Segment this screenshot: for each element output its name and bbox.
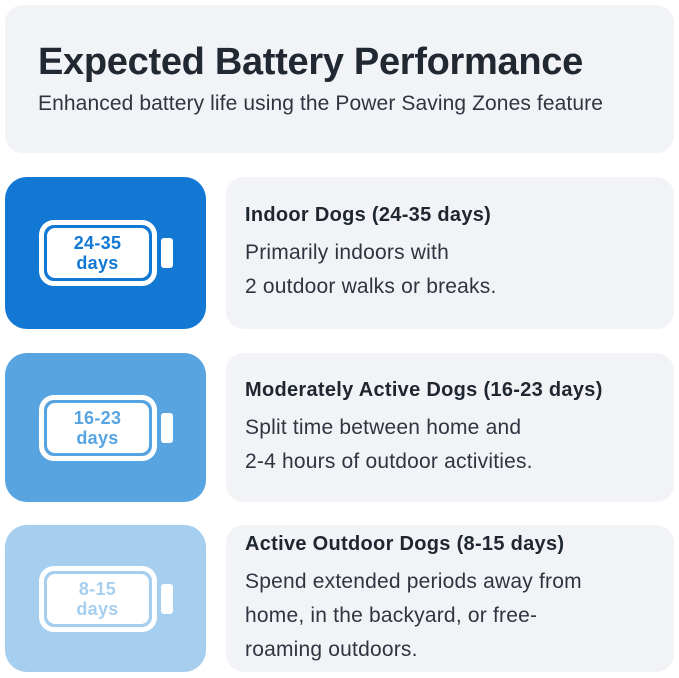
tier-row-active-outdoor: 8-15 days Active Outdoor Dogs (8-15 days… (5, 525, 674, 672)
battery-days-range: 24-35 (73, 233, 122, 253)
page-title: Expected Battery Performance (38, 40, 583, 83)
battery-days-unit: days (76, 253, 119, 273)
battery-body: 24-35 days (38, 220, 157, 286)
tier-card-active-outdoor: Active Outdoor Dogs (8-15 days) Spend ex… (226, 525, 674, 672)
battery-tile-indoor: 24-35 days (5, 177, 206, 329)
battery-icon: 8-15 days (38, 565, 173, 632)
description-line: Split time between home and (245, 415, 522, 439)
battery-terminal (160, 238, 173, 268)
tier-heading: Indoor Dogs (24-35 days) (245, 204, 492, 226)
tier-card-moderately-active: Moderately Active Dogs (16-23 days) Spli… (226, 353, 674, 502)
battery-label: 16-23 days (46, 402, 149, 453)
description-line: home, in the backyard, or free- (245, 603, 538, 627)
battery-label: 8-15 days (46, 573, 149, 624)
tier-row-indoor: 24-35 days Indoor Dogs (24-35 days) Prim… (5, 177, 674, 329)
battery-tile-active-outdoor: 8-15 days (5, 525, 206, 672)
description-line: 2-4 hours of outdoor activities. (245, 449, 533, 473)
tier-heading: Active Outdoor Dogs (8-15 days) (245, 532, 565, 555)
battery-days-range: 16-23 (73, 407, 122, 428)
battery-tile-moderately-active: 16-23 days (5, 353, 206, 502)
tier-row-moderately-active: 16-23 days Moderately Active Dogs (16-23… (5, 353, 674, 502)
tier-heading: Moderately Active Dogs (16-23 days) (245, 378, 603, 401)
battery-days-unit: days (76, 427, 119, 448)
page-subtitle: Enhanced battery life using the Power Sa… (38, 92, 603, 116)
battery-days-range: 8-15 (78, 578, 117, 599)
description-line: roaming outdoors. (245, 637, 418, 661)
header-card: Expected Battery Performance Enhanced ba… (5, 5, 674, 153)
battery-days-unit: days (76, 598, 119, 619)
battery-terminal (160, 412, 173, 443)
battery-icon: 24-35 days (38, 220, 173, 286)
battery-label: 24-35 days (46, 228, 149, 278)
battery-body: 8-15 days (38, 565, 157, 632)
battery-icon: 16-23 days (38, 394, 173, 461)
description-line: Primarily indoors with (245, 241, 449, 264)
description-line: 2 outdoor walks or breaks. (245, 275, 497, 298)
tier-description: Primarily indoors with 2 outdoor walks o… (245, 236, 656, 304)
tier-description: Spend extended periods away from home, i… (245, 565, 656, 667)
description-line: Spend extended periods away from (245, 569, 582, 593)
battery-terminal (160, 583, 173, 614)
tier-description: Split time between home and 2-4 hours of… (245, 411, 656, 479)
battery-body: 16-23 days (38, 394, 157, 461)
tier-card-indoor: Indoor Dogs (24-35 days) Primarily indoo… (226, 177, 674, 329)
